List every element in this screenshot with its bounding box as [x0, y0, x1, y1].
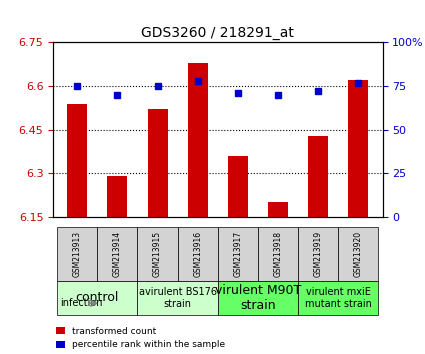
Text: infection: infection	[60, 298, 102, 308]
Bar	[188, 63, 208, 217]
FancyBboxPatch shape	[258, 227, 298, 281]
FancyBboxPatch shape	[298, 281, 379, 315]
FancyBboxPatch shape	[57, 227, 97, 281]
Text: virulent mxiE
mutant strain: virulent mxiE mutant strain	[305, 287, 372, 309]
Bar	[228, 156, 248, 217]
Text: GSM213918: GSM213918	[274, 231, 283, 277]
Text: GSM213914: GSM213914	[113, 231, 122, 277]
FancyBboxPatch shape	[97, 227, 137, 281]
Text: GSM213919: GSM213919	[314, 231, 323, 277]
FancyBboxPatch shape	[218, 227, 258, 281]
Bar	[108, 176, 128, 217]
FancyBboxPatch shape	[178, 227, 218, 281]
FancyBboxPatch shape	[137, 227, 178, 281]
FancyBboxPatch shape	[137, 281, 218, 315]
Bar	[67, 103, 87, 217]
Bar	[268, 202, 288, 217]
FancyBboxPatch shape	[298, 227, 338, 281]
Bar	[308, 136, 328, 217]
Text: GSM213920: GSM213920	[354, 231, 363, 277]
Text: GSM213915: GSM213915	[153, 231, 162, 277]
Text: avirulent BS176
strain: avirulent BS176 strain	[139, 287, 217, 309]
Text: GSM213913: GSM213913	[73, 231, 82, 277]
Bar	[348, 80, 368, 217]
Text: GSM213917: GSM213917	[233, 231, 242, 277]
Text: virulent M90T
strain: virulent M90T strain	[215, 284, 301, 312]
Text: GSM213916: GSM213916	[193, 231, 202, 277]
Title: GDS3260 / 218291_at: GDS3260 / 218291_at	[142, 26, 294, 40]
FancyBboxPatch shape	[57, 281, 137, 315]
FancyBboxPatch shape	[218, 281, 298, 315]
Text: control: control	[76, 291, 119, 304]
Legend: transformed count, percentile rank within the sample: transformed count, percentile rank withi…	[56, 327, 225, 349]
FancyBboxPatch shape	[338, 227, 379, 281]
Bar	[147, 109, 167, 217]
